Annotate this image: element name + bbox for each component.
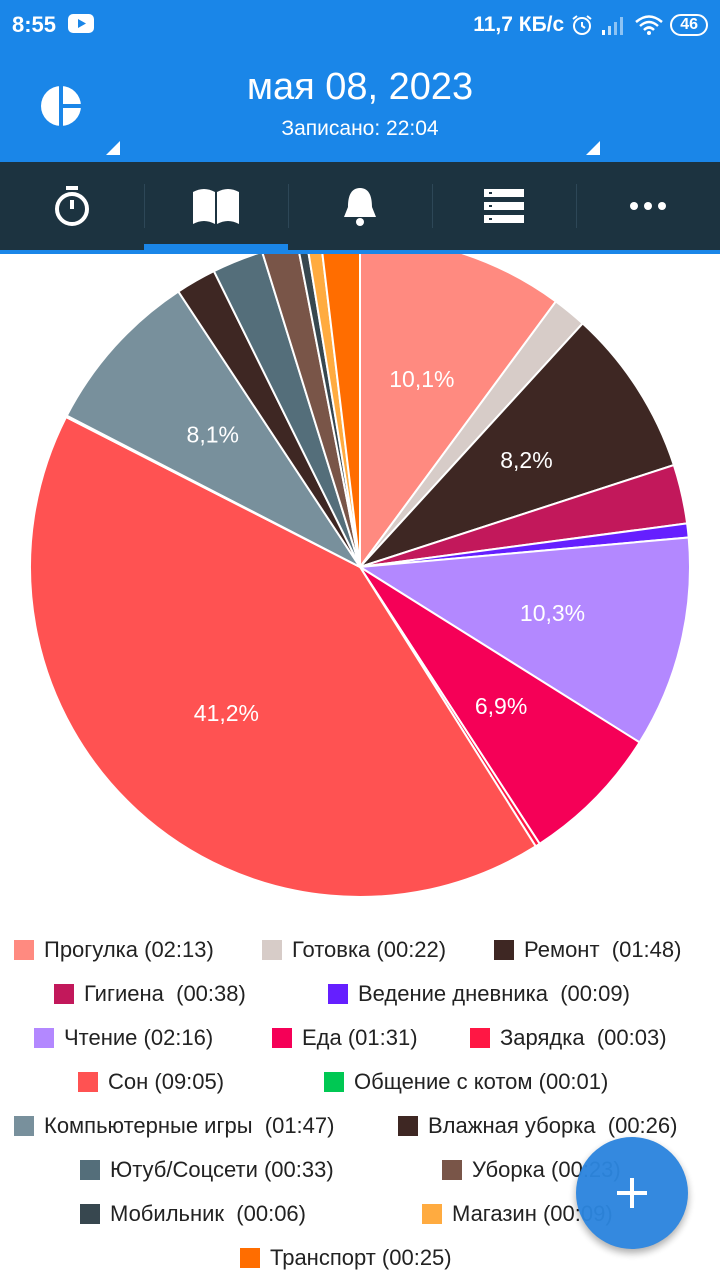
legend-label: Гигиена (00:38) <box>84 981 246 1006</box>
legend-label: Мобильник (00:06) <box>110 1201 306 1226</box>
tab-more[interactable] <box>576 162 720 250</box>
signal-icon <box>602 17 624 35</box>
legend-label: Ремонт (01:48) <box>524 937 682 962</box>
tab-bar <box>0 162 720 250</box>
legend-item: Готовка (00:22) <box>262 936 446 964</box>
pie-slice-2 <box>356 322 676 570</box>
more-icon <box>630 202 666 210</box>
corner-triangle-icon <box>586 141 600 155</box>
legend-swatch <box>34 1028 54 1048</box>
legend-item: Чтение (02:16) <box>34 1024 213 1052</box>
legend-label: Влажная уборка (00:26) <box>428 1113 678 1138</box>
pie-value-label-10: 8,1% <box>187 422 239 448</box>
legend-swatch <box>78 1072 98 1092</box>
legend-label: Общение с котом (00:01) <box>354 1069 609 1094</box>
legend-label: Ведение дневника (00:09) <box>358 981 630 1006</box>
legend-item: Зарядка (00:03) <box>470 1024 667 1052</box>
legend-item: Мобильник (00:06) <box>80 1200 306 1228</box>
plus-icon <box>617 1178 647 1208</box>
wifi-icon <box>635 15 664 35</box>
legend-swatch <box>422 1204 442 1224</box>
status-time: 8:55 <box>12 12 57 37</box>
pie-value-label-0: 10,1% <box>389 366 454 392</box>
pie-slice-13 <box>261 254 361 568</box>
tab-timer[interactable] <box>0 162 144 250</box>
pie-slice-6 <box>359 566 641 846</box>
active-tab-indicator <box>144 244 288 250</box>
pie-value-label-8: 41,2% <box>194 700 259 726</box>
legend-item: Транспорт (00:25) <box>240 1244 452 1272</box>
pie-value-label-6: 6,9% <box>475 693 527 719</box>
pie-slice-5 <box>356 536 691 744</box>
legend-label: Прогулка (02:13) <box>44 937 214 962</box>
pie-chart: 10,1% 8,2% 10,3% 6,9% 41,2% 8,1% <box>29 254 691 898</box>
legend-swatch <box>14 940 34 960</box>
bell-icon <box>344 188 376 226</box>
legend-swatch <box>262 940 282 960</box>
pie-slice-8 <box>29 415 538 898</box>
legend-item: Компьютерные игры (01:47) <box>14 1112 334 1140</box>
recorded-time: Записано: 22:04 <box>281 117 439 140</box>
youtube-icon <box>68 14 94 33</box>
alarm-icon <box>572 15 592 35</box>
legend-item: Ремонт (01:48) <box>494 936 681 964</box>
legend-label: Сон (09:05) <box>108 1069 225 1094</box>
pie-slice-14 <box>298 254 361 568</box>
add-button[interactable] <box>576 1137 688 1249</box>
app-logo-icon[interactable] <box>40 85 82 127</box>
app-header: мая 08, 2023 Записано: 22:04 <box>0 50 720 162</box>
legend-item: Гигиена (00:38) <box>54 980 246 1008</box>
legend-swatch <box>494 940 514 960</box>
tab-list[interactable] <box>432 162 576 250</box>
legend-label: Готовка (00:22) <box>292 937 447 962</box>
list-icon <box>484 189 524 223</box>
legend-item: Влажная уборка (00:26) <box>398 1112 677 1140</box>
stopwatch-icon <box>55 186 89 226</box>
network-speed: 11,7 КБ/с <box>473 13 565 36</box>
status-bar: 8:55 11,7 КБ/с 46 <box>0 0 720 50</box>
battery-indicator: 46 <box>670 14 708 36</box>
legend-item: Ютуб/Соцсети (00:33) <box>80 1156 334 1184</box>
legend-label: Ютуб/Соцсети (00:33) <box>110 1157 334 1182</box>
legend-swatch <box>272 1028 292 1048</box>
pie-slice-10 <box>65 290 363 570</box>
legend-item: Прогулка (02:13) <box>14 936 214 964</box>
legend-item: Ведение дневника (00:09) <box>328 980 630 1008</box>
legend-swatch <box>398 1116 418 1136</box>
legend-item: Еда (01:31) <box>272 1024 418 1052</box>
tab-diary[interactable] <box>144 162 288 250</box>
legend-swatch <box>14 1116 34 1136</box>
tab-reminders[interactable] <box>288 162 432 250</box>
legend-swatch <box>240 1248 260 1268</box>
legend-swatch <box>442 1160 462 1180</box>
legend-swatch <box>80 1204 100 1224</box>
legend-label: Чтение (02:16) <box>64 1025 214 1050</box>
legend-swatch <box>54 984 74 1004</box>
date-selector[interactable]: мая 08, 2023 <box>246 66 474 108</box>
legend-label: Еда (01:31) <box>302 1025 418 1050</box>
legend-label: Компьютерные игры (01:47) <box>44 1113 335 1138</box>
legend-swatch <box>80 1160 100 1180</box>
legend-item: Сон (09:05) <box>78 1068 224 1096</box>
legend-swatch <box>470 1028 490 1048</box>
legend-swatch <box>328 984 348 1004</box>
legend-label: Зарядка (00:03) <box>500 1025 667 1050</box>
corner-triangle-icon <box>106 141 120 155</box>
tab-underline <box>0 250 720 254</box>
pie-value-label-5: 10,3% <box>520 600 585 626</box>
book-icon <box>193 189 239 224</box>
pie-slice-12 <box>212 254 361 568</box>
legend-swatch <box>324 1072 344 1092</box>
pie-value-label-2: 8,2% <box>500 447 552 473</box>
legend-label: Транспорт (00:25) <box>270 1245 452 1270</box>
pie-slice-0 <box>359 254 558 571</box>
pie-slice-16 <box>321 254 361 568</box>
legend-item: Общение с котом (00:01) <box>324 1068 608 1096</box>
